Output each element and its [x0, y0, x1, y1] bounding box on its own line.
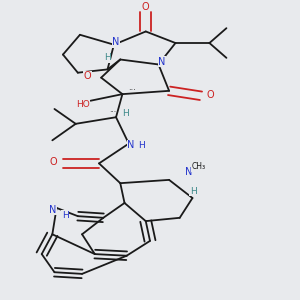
Text: H: H	[190, 187, 197, 196]
Text: H: H	[122, 110, 129, 118]
Text: O: O	[50, 157, 57, 167]
Text: N: N	[127, 140, 135, 150]
Text: O: O	[206, 90, 214, 100]
Text: H: H	[138, 141, 145, 150]
Text: N: N	[112, 37, 120, 47]
Text: H: H	[104, 53, 111, 62]
Text: CH₃: CH₃	[192, 162, 206, 171]
Text: N: N	[158, 57, 166, 67]
Text: N: N	[49, 205, 56, 214]
Text: H: H	[62, 211, 68, 220]
Text: HO: HO	[76, 100, 90, 109]
Text: ···: ···	[128, 86, 136, 95]
Text: N: N	[184, 167, 192, 177]
Text: ···: ···	[109, 108, 116, 117]
Text: O: O	[142, 2, 150, 12]
Text: O: O	[84, 71, 92, 81]
